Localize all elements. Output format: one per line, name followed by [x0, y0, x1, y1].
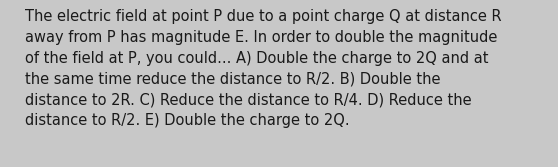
Text: The electric field at point P due to a point charge Q at distance R
away from P : The electric field at point P due to a p…	[25, 9, 501, 128]
